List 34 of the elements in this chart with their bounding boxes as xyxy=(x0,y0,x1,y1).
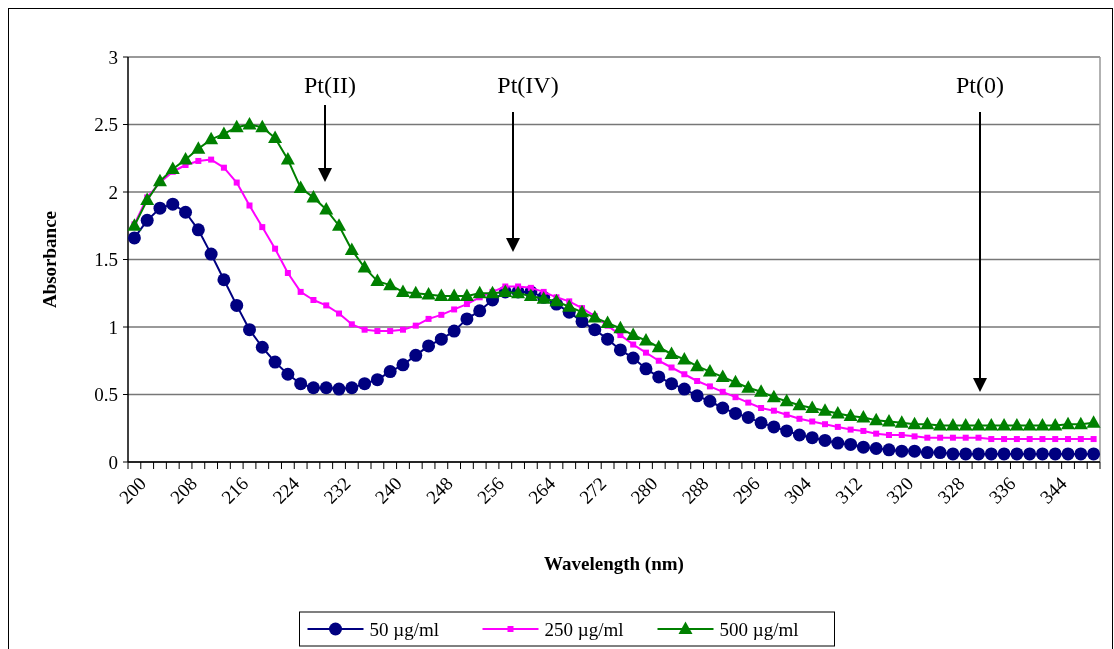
x-tick-label: 232 xyxy=(319,472,355,508)
y-tick-label: 0 xyxy=(108,451,118,473)
x-tick-label: 264 xyxy=(524,472,560,508)
x-tick-label: 208 xyxy=(166,472,202,508)
y-tick-label: 0.5 xyxy=(94,384,118,406)
x-tick-label: 200 xyxy=(114,472,150,508)
y-tick-label: 1 xyxy=(108,316,118,338)
legend-label: 50 µg/ml xyxy=(369,618,440,640)
annotation: Pt(II) xyxy=(304,72,356,98)
x-tick-label: 248 xyxy=(421,472,457,508)
legend-label: 250 µg/ml xyxy=(544,618,624,640)
x-tick-label: 296 xyxy=(728,472,764,508)
y-tick-label: 2 xyxy=(108,181,118,203)
y-tick-label: 2.5 xyxy=(94,114,118,136)
x-tick-label: 328 xyxy=(933,472,969,508)
annotation: Pt(IV) xyxy=(497,72,559,98)
x-tick-label: 312 xyxy=(831,472,867,508)
x-tick-label: 336 xyxy=(984,472,1020,508)
x-tick-label: 304 xyxy=(779,472,816,508)
x-tick-label: 216 xyxy=(217,472,253,508)
x-tick-label: 240 xyxy=(370,472,406,508)
x-axis-title: Wavelength (nm) xyxy=(544,553,684,575)
x-tick-label: 320 xyxy=(882,472,918,508)
y-tick-label: 3 xyxy=(108,46,118,68)
x-tick-label: 288 xyxy=(677,472,713,508)
annotation: Pt(0) xyxy=(956,72,1004,98)
x-tick-label: 280 xyxy=(626,472,662,508)
x-tick-label: 256 xyxy=(473,472,509,508)
y-axis-title: Absorbance xyxy=(39,210,60,309)
x-tick-label: 344 xyxy=(1035,472,1072,508)
legend-label: 500 µg/ml xyxy=(719,618,799,640)
x-tick-label: 272 xyxy=(575,472,611,508)
x-tick-label: 224 xyxy=(268,472,304,508)
y-tick-label: 1.5 xyxy=(94,249,118,271)
